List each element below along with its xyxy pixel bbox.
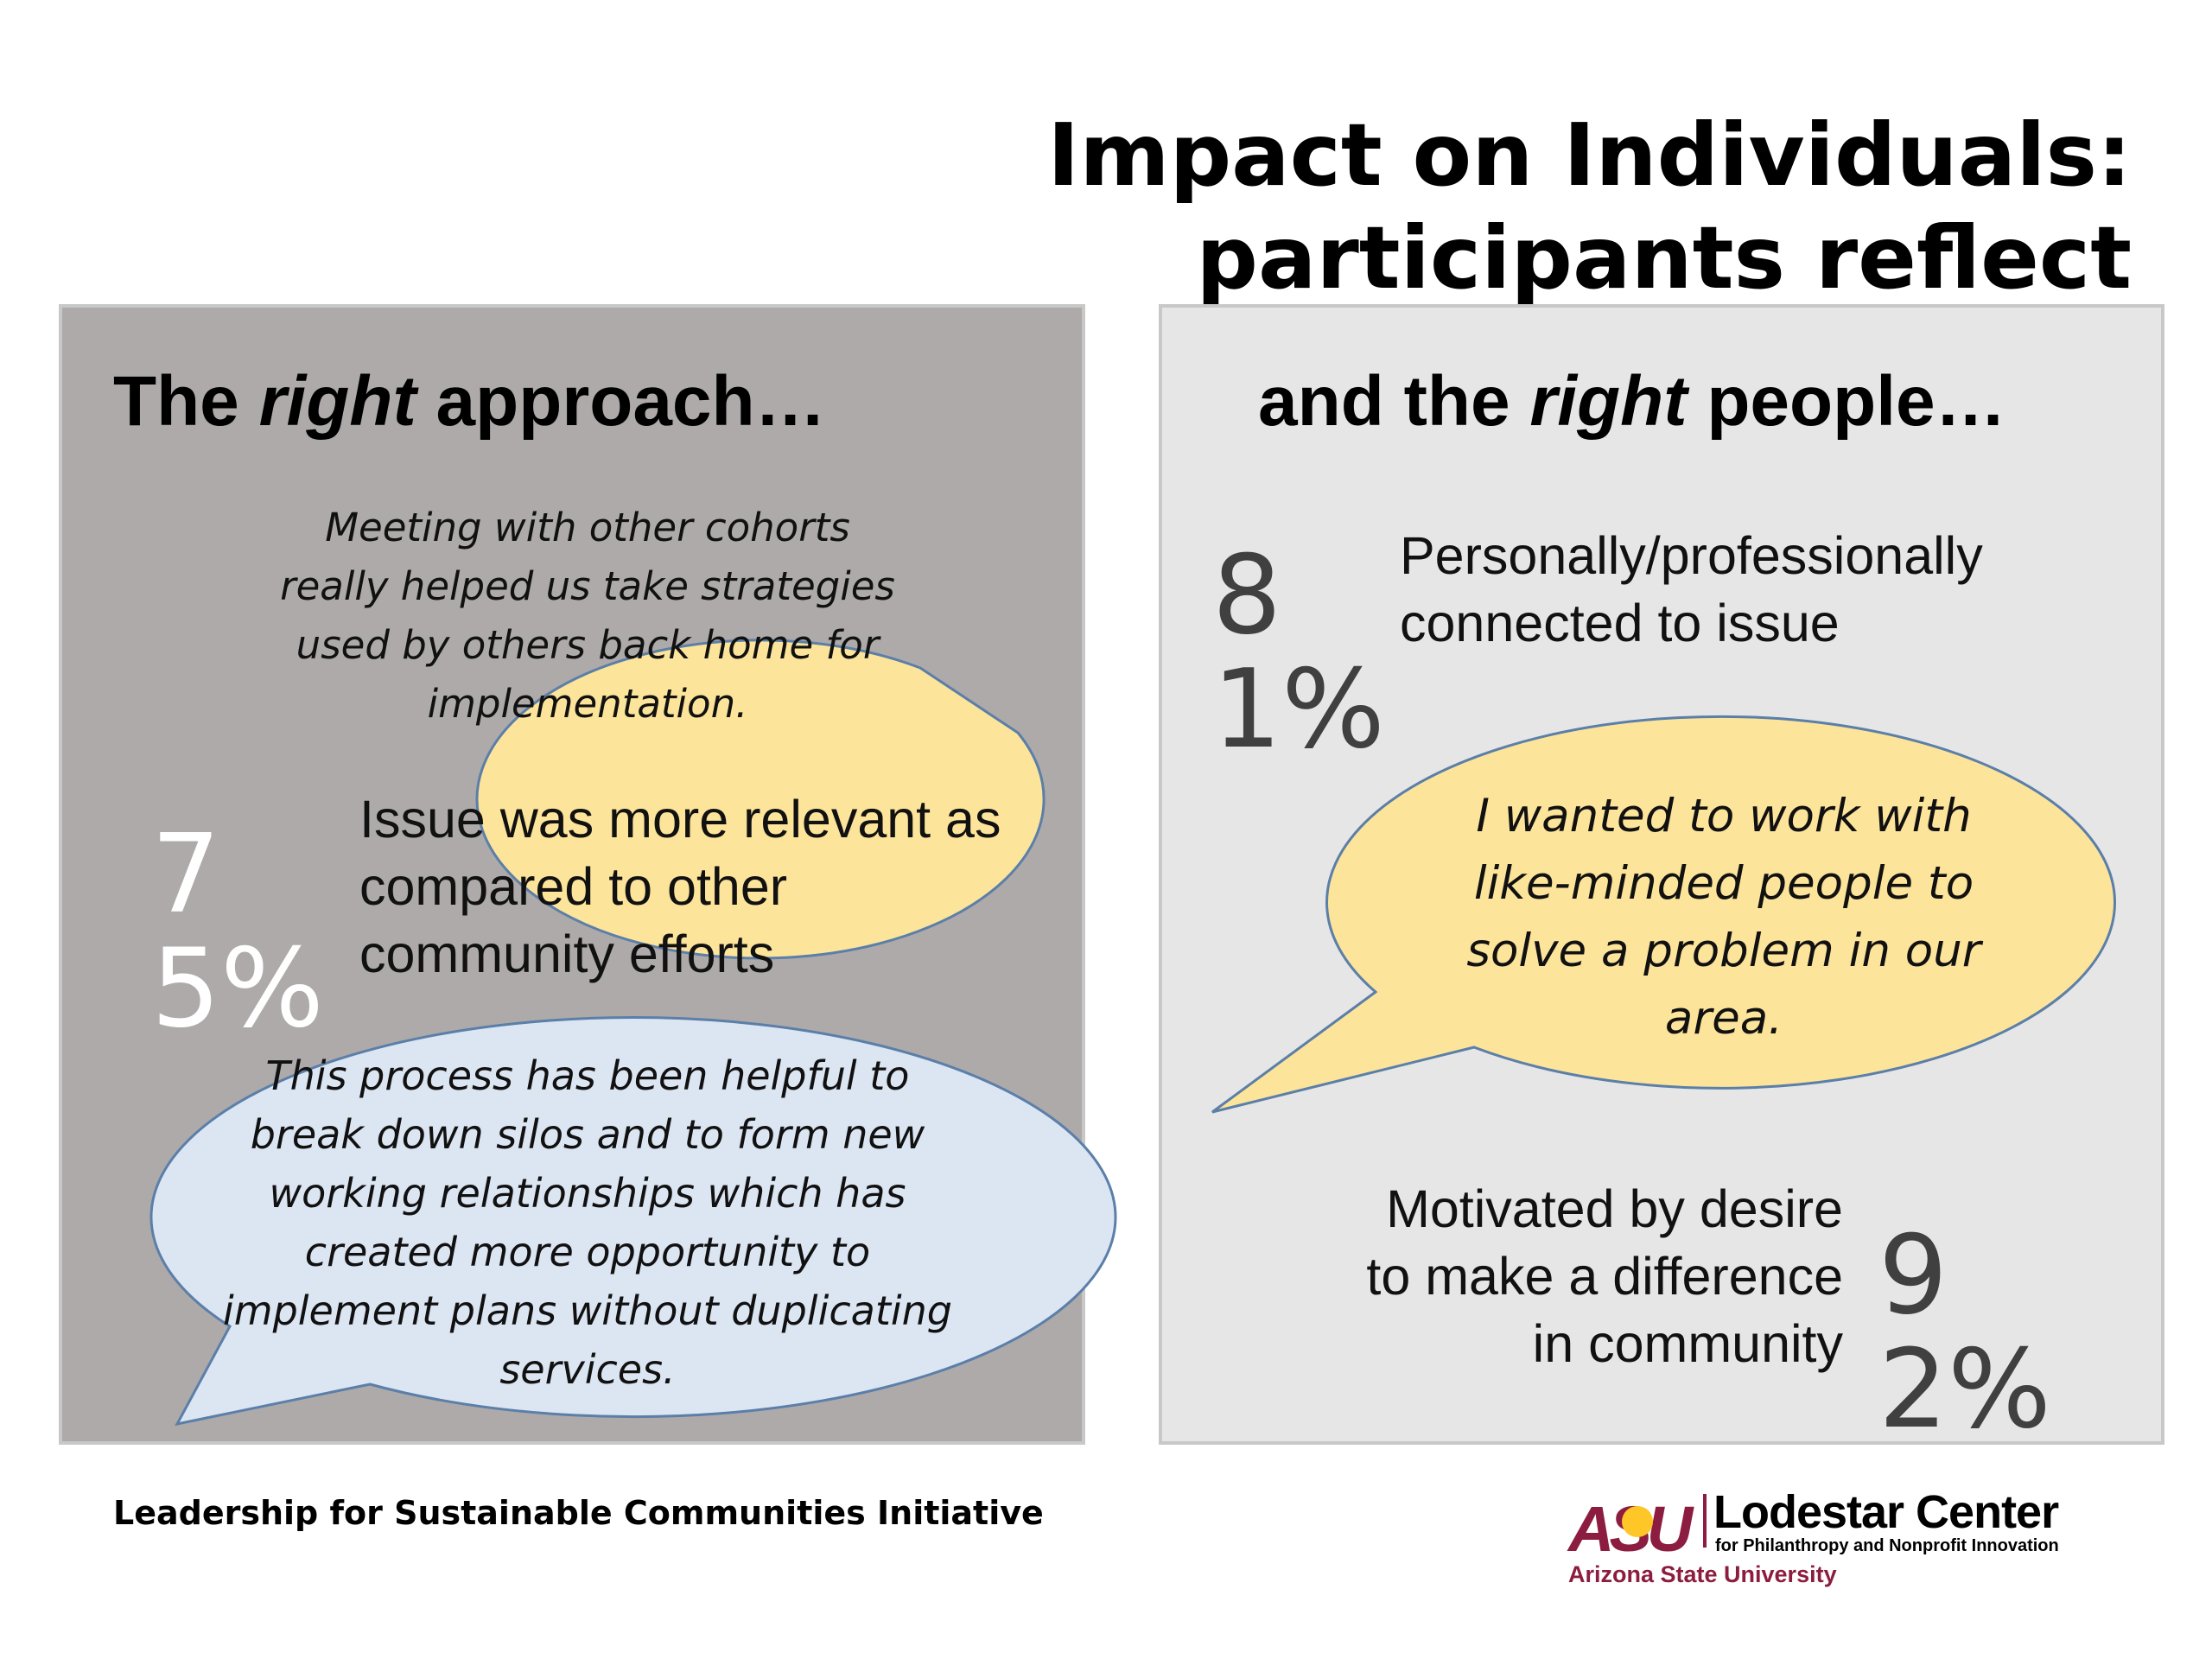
quote-line: I wanted to work with	[1476, 790, 1972, 842]
stat-line: connected to issue	[1400, 594, 1840, 652]
stat-line: Issue was more relevant as	[359, 790, 1001, 849]
quote-silos: This process has been helpful to break d…	[173, 1046, 1002, 1399]
lodestar-center-name: Lodestar Center	[1713, 1486, 2059, 1538]
quote-line: services.	[499, 1346, 676, 1393]
stat-line: to make a difference	[1366, 1247, 1843, 1306]
heading-text: The	[113, 362, 259, 441]
stat-line: in community	[1532, 1314, 1843, 1373]
title-line-2: participants reflect	[1196, 207, 2132, 308]
university-name: Arizona State University	[1568, 1561, 1837, 1587]
heading-text: people…	[1687, 362, 2006, 441]
initiative-name: Leadership for Sustainable Communities I…	[113, 1494, 1044, 1532]
quote-line: really helped us take strategies	[280, 563, 895, 609]
asu-sunburst-icon	[1622, 1506, 1653, 1537]
stat-line: Motivated by desire	[1386, 1179, 1843, 1238]
stat-line: compared to other	[359, 857, 788, 916]
heading-text: and the	[1258, 362, 1530, 441]
quote-line: created more opportunity to	[304, 1229, 871, 1275]
quote-line: used by others back home for	[296, 622, 880, 668]
title-line-1: Impact on Individuals:	[1047, 105, 2132, 206]
quote-line: implementation.	[427, 681, 748, 727]
quote-line: implement plans without duplicating	[222, 1287, 952, 1334]
stat-description-relevance: Issue was more relevant as compared to o…	[359, 785, 1001, 988]
quote-like-minded: I wanted to work with like-minded people…	[1348, 783, 2100, 1052]
slide-title: Impact on Individuals: participants refl…	[836, 104, 2132, 309]
quote-line: working relationships which has	[269, 1170, 906, 1217]
quote-cohorts: Meeting with other cohorts really helped…	[259, 499, 916, 734]
quote-line: Meeting with other cohorts	[325, 505, 850, 550]
stat-percent-92: 92%	[1878, 1211, 2051, 1452]
heading-emphasis: right	[1529, 362, 1688, 441]
asu-lodestar-logo: ASU Lodestar Center for Philanthropy and…	[1568, 1482, 2104, 1594]
left-panel-heading: The right approach…	[113, 359, 826, 445]
quote-line: break down silos and to form new	[250, 1111, 925, 1158]
quote-line: This process has been helpful to	[265, 1052, 910, 1099]
heading-text: approach…	[416, 362, 826, 441]
right-panel-heading: and the right people…	[1258, 359, 2006, 445]
heading-emphasis: right	[258, 362, 416, 441]
stat-description-connected: Personally/professionally connected to i…	[1400, 522, 1983, 657]
stat-line: Personally/professionally	[1400, 526, 1983, 585]
quote-line: solve a problem in our	[1466, 925, 1981, 977]
lodestar-center-subtitle: for Philanthropy and Nonprofit Innovatio…	[1715, 1536, 2059, 1555]
stat-percent-75: 75%	[151, 810, 324, 1052]
quote-line: area.	[1664, 992, 1783, 1045]
stat-description-motivated: Motivated by desire to make a difference…	[1253, 1175, 1843, 1377]
quote-line: like-minded people to	[1473, 857, 1974, 910]
logo-divider	[1703, 1494, 1707, 1548]
stat-line: community efforts	[359, 925, 775, 983]
stat-percent-81: 81%	[1212, 531, 1385, 772]
